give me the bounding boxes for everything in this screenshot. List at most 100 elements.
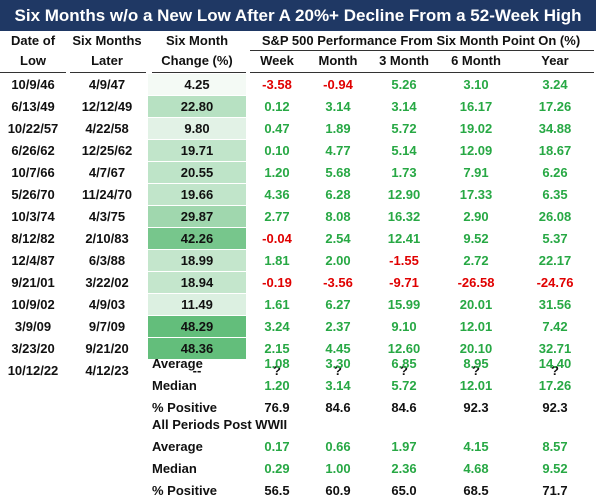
year-return-cell: 17.26 bbox=[538, 99, 572, 114]
6-month-summary-cell: 4.68 bbox=[463, 461, 489, 476]
week-summary-cell: 1.08 bbox=[264, 356, 290, 371]
table-row: 6/13/49 12/12/49 22.80 0.12 3.14 3.14 16.17 17.… bbox=[0, 96, 596, 118]
six-month-change-cell: 11.49 bbox=[148, 294, 246, 316]
week-return-cell: 1.61 bbox=[264, 297, 290, 312]
3-month-summary-cell: 1.97 bbox=[391, 439, 417, 454]
6-month-return-cell: 2.72 bbox=[463, 253, 489, 268]
week-return-cell: -0.04 bbox=[262, 231, 292, 246]
6-month-summary-cell: 92.3 bbox=[463, 400, 489, 415]
six-month-change-cell: 18.94 bbox=[148, 272, 246, 294]
year-summary-cell: 71.7 bbox=[542, 483, 568, 498]
year-summary-cell: 8.57 bbox=[542, 439, 568, 454]
table-row: 10/12/22 4/12/23 --????? bbox=[0, 360, 596, 382]
week-return-cell: 4.36 bbox=[264, 187, 290, 202]
6-month-return-cell: ? bbox=[472, 363, 480, 378]
month-return-cell: -3.56 bbox=[323, 275, 353, 290]
table-row: 6/26/62 12/25/62 19.71 0.10 4.77 5.14 12.09 18.… bbox=[0, 140, 596, 162]
date-of-low-cell: 10/22/57 bbox=[7, 121, 59, 136]
six-months-later-cell: 4/22/58 bbox=[85, 121, 129, 136]
week-return-cell: 0.10 bbox=[264, 143, 290, 158]
year-return-cell: 26.08 bbox=[538, 209, 572, 224]
month-return-cell: 6.27 bbox=[325, 297, 351, 312]
summary-label: % Positive bbox=[152, 483, 218, 498]
week-return-cell: 3.24 bbox=[264, 319, 290, 334]
month-return-cell: 2.54 bbox=[325, 231, 351, 246]
6-month-return-cell: 20.10 bbox=[459, 341, 493, 356]
six-month-change-cell: 48.29 bbox=[148, 316, 246, 338]
3-month-summary-cell: 65.0 bbox=[391, 483, 417, 498]
month-return-cell: 2.00 bbox=[325, 253, 351, 268]
3-month-return-cell: 3.14 bbox=[391, 99, 417, 114]
3-month-return-cell: 16.32 bbox=[387, 209, 421, 224]
year-return-cell: 31.56 bbox=[538, 297, 572, 312]
month-summary-cell: 84.6 bbox=[325, 400, 351, 415]
header-six-months-later: Six Months Later bbox=[66, 31, 148, 71]
month-summary-cell: 1.00 bbox=[325, 461, 351, 476]
6-month-return-cell: 20.01 bbox=[459, 297, 493, 312]
month-summary-cell: 0.66 bbox=[325, 439, 351, 454]
date-of-low-cell: 5/26/70 bbox=[11, 187, 55, 202]
summary-label: Median bbox=[152, 461, 197, 476]
6-month-return-cell: 12.01 bbox=[459, 319, 493, 334]
6-month-return-cell: -26.58 bbox=[457, 275, 495, 290]
table-row: 10/3/74 4/3/75 29.87 2.77 8.08 16.32 2.90 26.08 bbox=[0, 206, 596, 228]
year-return-cell: 6.26 bbox=[542, 165, 568, 180]
header-six-months-later-line2: Later bbox=[91, 53, 123, 68]
3-month-return-cell: 12.41 bbox=[387, 231, 421, 246]
3-month-summary-cell: 2.36 bbox=[391, 461, 417, 476]
3-month-return-cell: 5.26 bbox=[391, 77, 417, 92]
six-month-change-cell: 9.80 bbox=[148, 118, 246, 140]
year-summary-cell: 14.40 bbox=[538, 356, 572, 371]
week-return-cell: 1.81 bbox=[264, 253, 290, 268]
6-month-return-cell: 7.91 bbox=[463, 165, 489, 180]
3-month-return-cell: 12.60 bbox=[387, 341, 421, 356]
header-group-underline bbox=[250, 50, 594, 51]
table-row: 10/9/02 4/9/03 11.49 1.61 6.27 15.99 20.01 31.5… bbox=[0, 294, 596, 316]
summary-row: Average 0.17 0.66 1.97 4.15 8.57 bbox=[0, 436, 596, 458]
six-months-later-cell: 9/21/20 bbox=[85, 341, 129, 356]
header-year: Year bbox=[541, 53, 569, 68]
table-row: 12/4/87 6/3/88 18.99 1.81 2.00 -1.55 2.72 22.17 bbox=[0, 250, 596, 272]
month-return-cell: ? bbox=[334, 363, 342, 378]
six-months-later-cell: 6/3/88 bbox=[88, 253, 126, 268]
six-month-change-cell: 4.25 bbox=[148, 74, 246, 96]
week-return-cell: 1.20 bbox=[264, 165, 290, 180]
summary-row: Average 1.08 3.30 6.85 8.95 14.40 bbox=[0, 353, 596, 375]
date-of-low-cell: 12/4/87 bbox=[11, 253, 55, 268]
summary-label: Median bbox=[152, 378, 197, 393]
3-month-return-cell: -1.55 bbox=[389, 253, 419, 268]
month-summary-cell: 3.30 bbox=[325, 356, 351, 371]
month-return-cell: 5.68 bbox=[325, 165, 351, 180]
date-of-low-cell: 3/9/09 bbox=[14, 319, 52, 334]
3-month-return-cell: ? bbox=[400, 363, 408, 378]
six-months-later-cell: 12/25/62 bbox=[81, 143, 133, 158]
6-month-summary-cell: 68.5 bbox=[463, 483, 489, 498]
year-summary-cell: 92.3 bbox=[542, 400, 568, 415]
six-month-change-cell: 19.71 bbox=[148, 140, 246, 162]
year-return-cell: 3.24 bbox=[542, 77, 568, 92]
date-of-low-cell: 10/12/22 bbox=[7, 363, 59, 378]
six-months-later-cell: 11/24/70 bbox=[82, 187, 132, 202]
six-months-later-cell: 4/9/03 bbox=[88, 297, 126, 312]
table-row: 3/23/20 9/21/20 48.36 2.15 4.45 12.60 20.10 32.… bbox=[0, 338, 596, 360]
month-return-cell: 2.37 bbox=[325, 319, 351, 334]
week-summary-cell: 76.9 bbox=[264, 400, 290, 415]
3-month-return-cell: 1.73 bbox=[391, 165, 417, 180]
6-month-summary-cell: 12.01 bbox=[459, 378, 493, 393]
year-return-cell: 32.71 bbox=[538, 341, 572, 356]
date-of-low-cell: 10/7/66 bbox=[11, 165, 55, 180]
six-month-change-cell: 29.87 bbox=[148, 206, 246, 228]
week-return-cell: 2.15 bbox=[264, 341, 290, 356]
summary-row: % Positive 56.5 60.9 65.0 68.5 71.7 bbox=[0, 480, 596, 502]
six-months-later-cell: 4/9/47 bbox=[88, 77, 126, 92]
six-months-later-cell: 4/7/67 bbox=[88, 165, 126, 180]
3-month-summary-cell: 6.85 bbox=[391, 356, 417, 371]
date-of-low-cell: 9/21/01 bbox=[11, 275, 55, 290]
date-of-low-cell: 10/9/02 bbox=[11, 297, 55, 312]
year-return-cell: 7.42 bbox=[542, 319, 568, 334]
6-month-return-cell: 9.52 bbox=[463, 231, 489, 246]
week-return-cell: 2.77 bbox=[264, 209, 290, 224]
six-months-later-cell: 12/12/49 bbox=[81, 99, 133, 114]
header-underline-periods bbox=[250, 72, 594, 73]
